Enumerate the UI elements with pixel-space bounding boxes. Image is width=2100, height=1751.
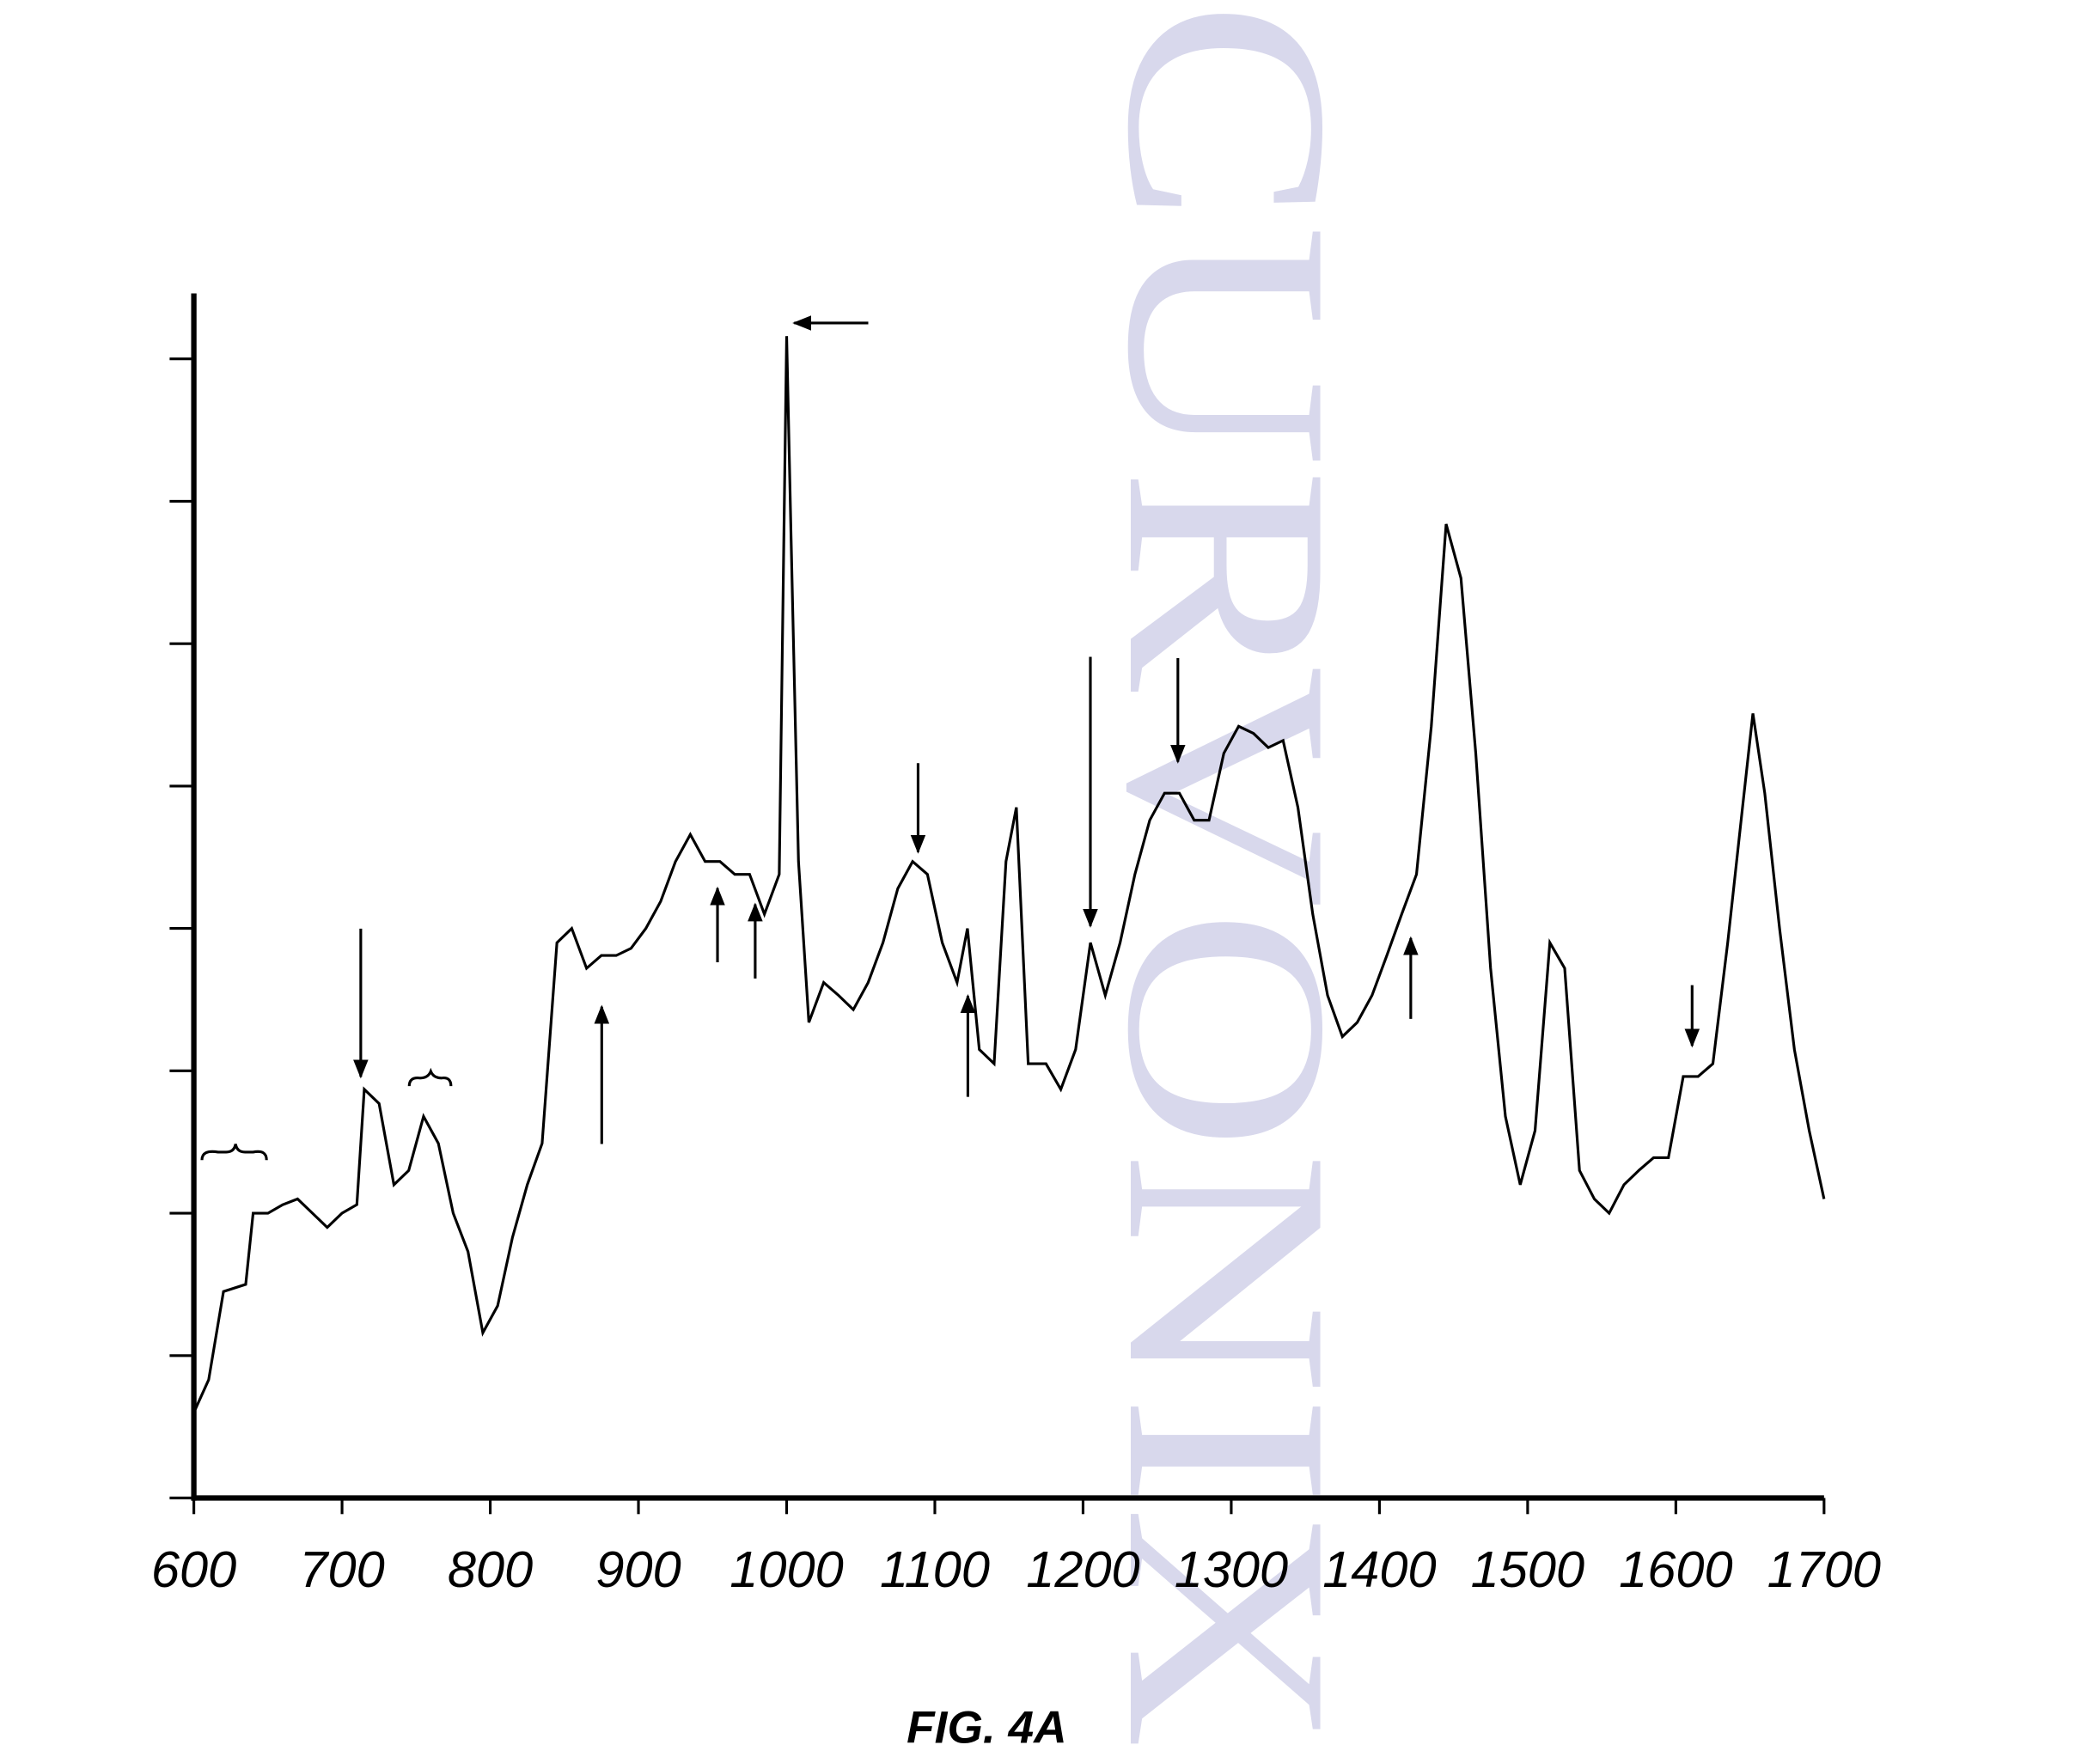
x-tick-label: 600 (151, 1541, 236, 1598)
x-tick-label: 1300 (1175, 1541, 1288, 1598)
x-tick-label: 1400 (1322, 1541, 1436, 1598)
x-tick-label: 1500 (1471, 1541, 1584, 1598)
x-tick-label: 1100 (880, 1541, 990, 1598)
plot-area: 600 700 800 900 1000 1100 1200 1300 1400 1500 1600… (151, 293, 1881, 1598)
x-tick-label: 1200 (1026, 1541, 1139, 1598)
brace (200, 1144, 268, 1161)
annotations (200, 315, 1700, 1161)
x-tick-label: 900 (595, 1541, 681, 1598)
watermark: CURVONIX (1068, 0, 1389, 1749)
caption: FIG. 4A (907, 1703, 1066, 1751)
x-tick-label: 1600 (1619, 1541, 1732, 1598)
x-tick-label: 1700 (1767, 1541, 1881, 1598)
x-tick-label: 1000 (730, 1541, 843, 1598)
x-tick-label: 800 (448, 1541, 533, 1598)
spectrum-line (192, 336, 1826, 1413)
brace (407, 1067, 453, 1087)
x-tick-label: 700 (299, 1541, 384, 1598)
